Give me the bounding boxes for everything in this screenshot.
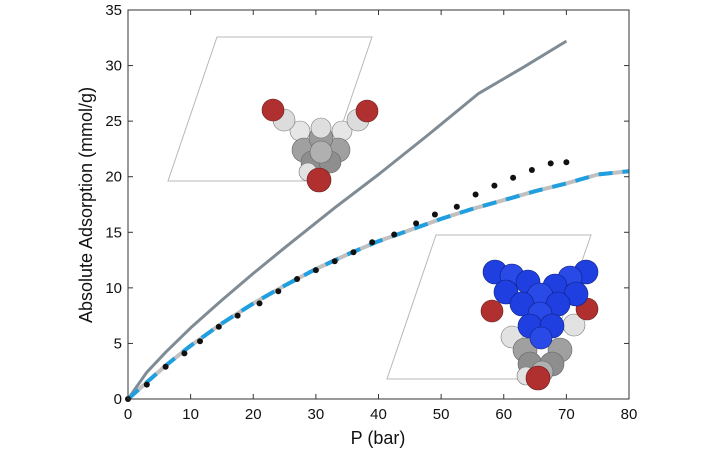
- y-tick-label-5: 25: [105, 113, 122, 130]
- data-point-9: [294, 276, 301, 282]
- data-point-13: [369, 239, 376, 246]
- y-axis-title: Absolute Adsorption (mmol/g): [76, 87, 96, 323]
- series-solid-line: [126, 39, 568, 400]
- data-point-18: [472, 191, 479, 198]
- data-point-20: [510, 174, 517, 181]
- series-dashed-line: [126, 169, 630, 401]
- data-point-22: [547, 160, 554, 167]
- data-point-6: [234, 312, 241, 319]
- y-tick-label-4: 20: [105, 169, 122, 186]
- x-tick-label-7: 70: [558, 406, 575, 423]
- data-point-14: [391, 231, 398, 238]
- data-point-3: [181, 350, 188, 357]
- y-tick-label-6: 30: [105, 58, 122, 75]
- y-tick-label-0: 0: [114, 391, 122, 408]
- data-point-7: [256, 300, 263, 307]
- data-point-21: [528, 167, 535, 173]
- x-tick-label-3: 30: [308, 406, 325, 423]
- x-tick-label-1: 10: [182, 406, 199, 423]
- x-tick-label-2: 20: [245, 406, 262, 423]
- x-tick-label-0: 0: [124, 406, 132, 423]
- data-point-17: [453, 203, 460, 210]
- molecule-bottom-right: [480, 259, 599, 391]
- y-tick-label-3: 15: [105, 224, 122, 241]
- data-point-12: [350, 249, 357, 256]
- data-point-4: [197, 338, 203, 345]
- data-point-1: [143, 381, 150, 388]
- x-tick-label-4: 40: [370, 406, 387, 423]
- x-tick-label-8: 80: [621, 406, 638, 423]
- data-point-11: [331, 258, 338, 265]
- inset-bottom-right-molecule: [386, 234, 599, 391]
- x-tick-label-6: 60: [495, 406, 512, 423]
- data-point-23: [563, 159, 570, 166]
- data-point-2: [162, 363, 169, 370]
- series-layer: [125, 39, 630, 402]
- y-tick-label-1: 5: [114, 335, 122, 352]
- x-axis-title: P (bar): [351, 428, 406, 448]
- molecule-top-left: [261, 98, 379, 193]
- data-point-16: [431, 211, 438, 218]
- ticks-layer: 0 10 20 30 40 50 60 70 80 0 5 10 15 20 25 30 35: [105, 2, 637, 423]
- data-point-5: [215, 323, 222, 330]
- data-point-19: [491, 182, 498, 189]
- x-tick-label-5: 50: [433, 406, 450, 423]
- data-point-10: [312, 267, 319, 274]
- data-point-15: [413, 220, 420, 227]
- y-tick-label-7: 35: [105, 2, 122, 19]
- inset-top-left-molecule: [167, 36, 379, 193]
- y-tick-label-2: 10: [105, 280, 122, 297]
- data-point-8: [275, 288, 282, 295]
